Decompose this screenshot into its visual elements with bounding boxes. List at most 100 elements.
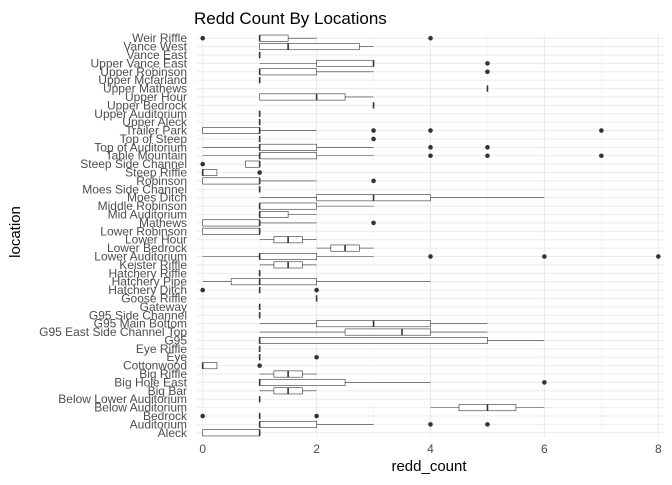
y-tick-label: G95 Main Bottom xyxy=(94,317,187,331)
y-tick-label: Table Mountain xyxy=(106,149,187,163)
y-tick-label: Cottonwood xyxy=(123,359,187,373)
y-tick-label: Big Hole East xyxy=(114,375,187,389)
box xyxy=(259,34,289,42)
box-group xyxy=(259,194,545,202)
y-tick-label: Hatchery Ditch xyxy=(108,283,187,297)
box-group xyxy=(259,236,317,244)
outlier-point xyxy=(428,145,433,150)
box-group xyxy=(200,34,433,42)
box-group xyxy=(200,286,319,294)
y-tick-label: Moes Side Channel xyxy=(82,182,187,196)
outlier-point xyxy=(371,178,376,184)
box-group xyxy=(202,177,376,185)
box-group xyxy=(258,336,545,344)
x-tick-label: 2 xyxy=(313,442,320,456)
box xyxy=(230,278,317,286)
box xyxy=(259,202,317,210)
box xyxy=(202,169,218,176)
y-tick-label: Hatchery Pipe xyxy=(112,275,188,289)
box-group xyxy=(202,227,261,235)
outlier-point xyxy=(200,287,205,293)
x-tick-label: 6 xyxy=(541,442,548,456)
x-tick-label: 8 xyxy=(655,442,662,456)
y-tick-label: Lower Robinson xyxy=(100,224,187,238)
box-group xyxy=(202,127,604,135)
y-tick-label: Big Riffle xyxy=(139,367,187,381)
y-tick-label: Lower Hour xyxy=(125,233,187,247)
y-tick-label: Upper Aleck xyxy=(122,115,188,129)
y-tick-label: Bedrock xyxy=(143,409,188,423)
x-tick-label: 0 xyxy=(199,442,206,456)
y-tick-label: Mathews xyxy=(139,216,187,230)
y-tick-label: Below Lower Auditorium xyxy=(58,392,187,406)
y-tick-label: Aleck xyxy=(158,426,188,440)
y-tick-label: Lower Auditorium xyxy=(94,249,187,263)
y-tick-label: Vance East xyxy=(127,48,188,62)
box-group xyxy=(202,219,376,227)
outlier-point xyxy=(200,413,205,419)
outlier-point xyxy=(485,145,490,150)
box xyxy=(259,143,317,151)
outlier-point xyxy=(485,69,490,75)
outlier-point xyxy=(542,380,547,385)
outlier-point xyxy=(371,136,376,142)
box-group xyxy=(259,328,488,336)
outlier-point xyxy=(428,153,433,159)
x-tick-labels: 0 2 4 6 8 xyxy=(199,442,662,456)
box xyxy=(202,177,260,185)
outlier-point xyxy=(371,220,376,226)
y-tick-label: Moes Ditch xyxy=(127,191,187,205)
outlier-point xyxy=(656,254,661,259)
box-group xyxy=(202,143,490,151)
y-tick-label: Upper Mathews xyxy=(103,82,187,96)
y-tick-label: Upper Vance East xyxy=(91,56,188,70)
outlier-point xyxy=(314,413,319,419)
box-group xyxy=(202,429,261,437)
outlier-point xyxy=(542,254,547,259)
box-group xyxy=(202,253,661,260)
box xyxy=(202,219,260,227)
y-tick-label: Auditorium xyxy=(130,417,187,431)
outlier-point xyxy=(428,35,433,41)
y-tick-label: Hatchery Riffle xyxy=(109,266,188,280)
y-tick-label: Steep Riffle xyxy=(125,166,187,180)
box-group xyxy=(200,412,319,420)
box xyxy=(259,68,317,76)
box xyxy=(202,227,260,235)
box-group xyxy=(200,160,261,168)
box xyxy=(259,152,317,160)
y-axis-label: location xyxy=(7,206,24,258)
y-tick-label: Top of Steep xyxy=(120,132,188,146)
y-tick-label: Gateway xyxy=(140,300,187,314)
y-tick-label: Steep Side Channel xyxy=(80,157,187,171)
chart-title: Redd Count By Locations xyxy=(194,9,387,28)
y-tick-label: Weir Riffle xyxy=(132,31,187,45)
y-tick-label: Below Auditorium xyxy=(94,401,187,415)
box-group xyxy=(259,93,374,101)
box-group xyxy=(259,59,490,67)
outlier-point xyxy=(428,254,433,259)
box-group xyxy=(258,420,490,428)
x-tick-label: 4 xyxy=(427,442,434,456)
box-group xyxy=(201,169,262,176)
box xyxy=(259,211,289,218)
outlier-point xyxy=(428,128,433,133)
box-group xyxy=(258,378,547,386)
outlier-point xyxy=(314,287,319,293)
outlier-point xyxy=(200,161,205,167)
box-group xyxy=(258,135,376,143)
box xyxy=(259,93,346,101)
outlier-point xyxy=(599,153,604,159)
y-tick-label: Upper Robinson xyxy=(100,65,187,79)
y-tick-label: Mid Auditorium xyxy=(108,208,187,222)
x-axis-label: redd_count xyxy=(391,458,467,475)
y-tick-label: Upper Auditorium xyxy=(94,107,187,121)
y-tick-label: Vance West xyxy=(123,40,187,54)
box-group xyxy=(316,244,374,252)
outlier-point xyxy=(257,363,262,368)
box-group xyxy=(259,320,488,328)
y-tick-label: Trailer Park xyxy=(125,124,188,138)
box-group xyxy=(201,362,262,370)
